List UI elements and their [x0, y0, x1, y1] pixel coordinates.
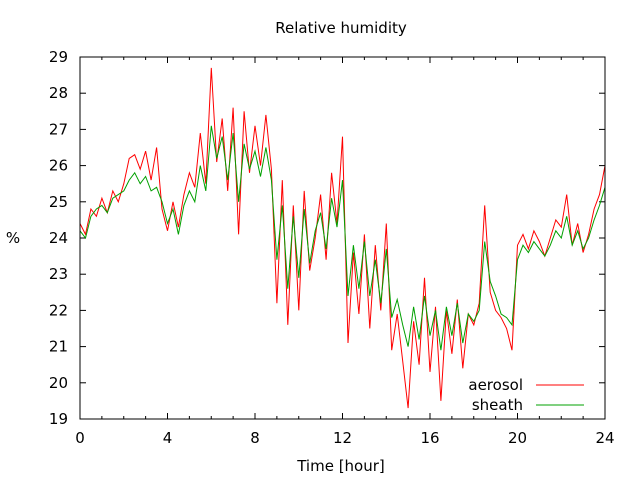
y-tick-label: 21 [49, 338, 68, 356]
x-tick-label: 0 [75, 429, 85, 447]
x-axis-label: Time [hour] [296, 457, 385, 475]
y-tick-label: 26 [49, 157, 68, 175]
x-tick-label: 20 [508, 429, 527, 447]
x-tick-label: 12 [333, 429, 352, 447]
y-tick-label: 25 [49, 193, 68, 211]
y-tick-label: 20 [49, 374, 68, 392]
x-axis-ticks: 0 4 8 12 16 20 24 [75, 57, 615, 447]
legend-label-aerosol: aerosol [468, 376, 523, 394]
y-tick-label: 23 [49, 265, 68, 283]
series-line-aerosol [79, 67, 606, 409]
series-line-sheath [79, 125, 606, 351]
y-tick-label: 19 [49, 410, 68, 428]
y-axis-ticks: 19 20 21 22 23 24 25 26 27 28 29 [49, 48, 605, 428]
y-tick-label: 22 [49, 301, 68, 319]
y-tick-label: 24 [49, 229, 68, 247]
y-tick-label: 28 [49, 84, 68, 102]
y-axis-label: % [6, 229, 20, 247]
chart-title: Relative humidity [275, 19, 407, 37]
series-layer [79, 67, 606, 409]
plot-frame [79, 56, 606, 420]
y-tick-label: 29 [49, 48, 68, 66]
x-tick-label: 24 [595, 429, 614, 447]
legend: aerosol sheath [468, 376, 584, 414]
x-tick-label: 16 [420, 429, 439, 447]
y-tick-label: 27 [49, 120, 68, 138]
legend-label-sheath: sheath [472, 396, 523, 414]
x-tick-label: 4 [163, 429, 173, 447]
x-tick-label: 8 [250, 429, 260, 447]
